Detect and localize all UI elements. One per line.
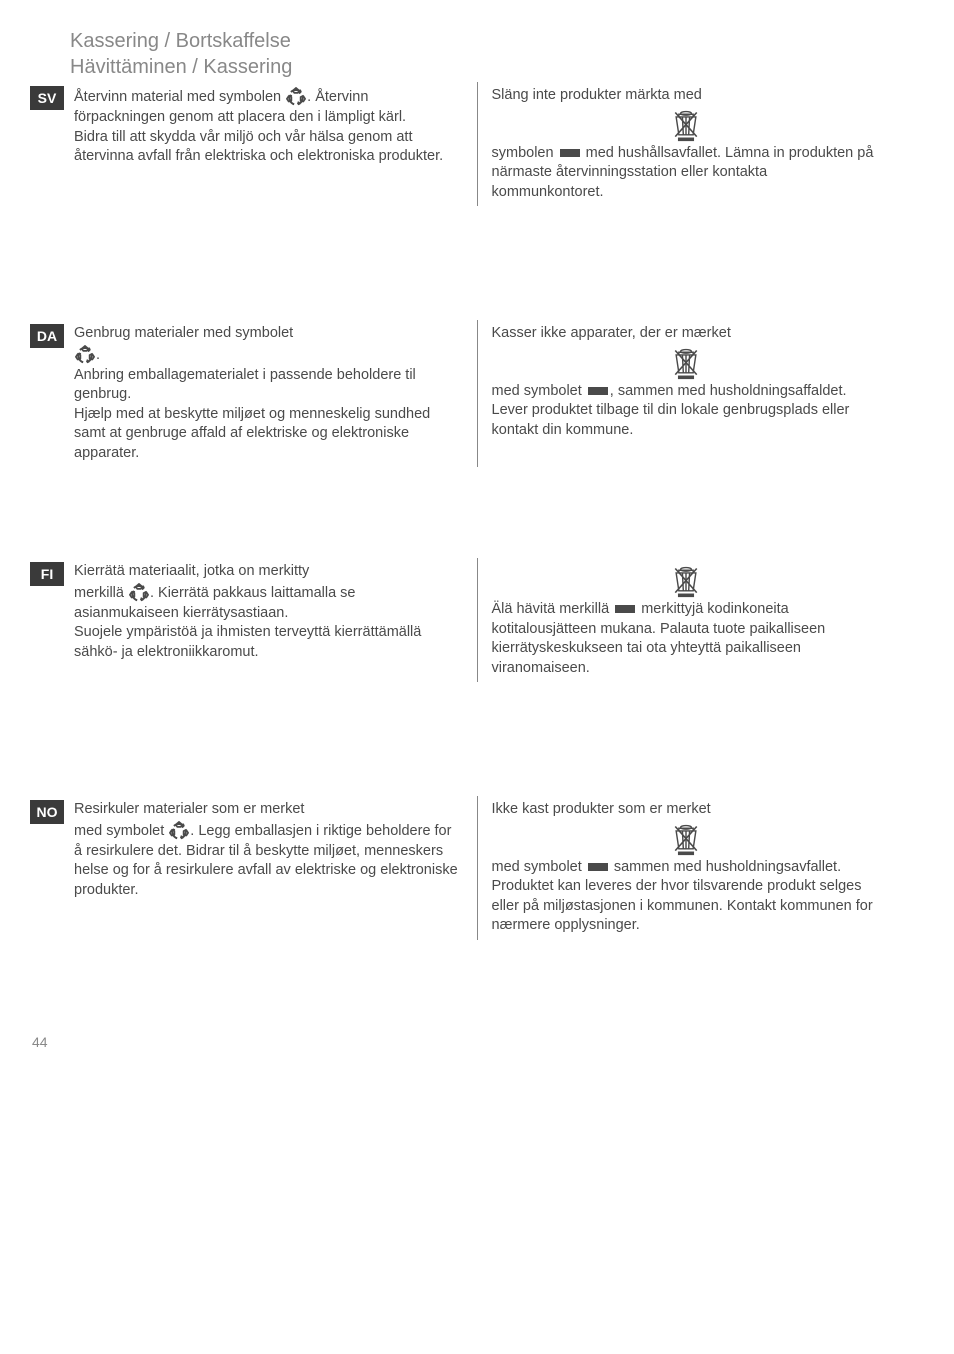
page-title-1: Kassering / Bortskaffelse (70, 30, 894, 53)
no-left-text-a: Resirkuler materialer som er merket (74, 800, 463, 820)
no-left-col: Resirkuler materialer som er merket med … (70, 796, 478, 940)
da-left-text-a: Genbrug materialer med symbolet (74, 324, 463, 344)
fi-right-text-a: Älä hävitä merkillä (492, 601, 614, 617)
da-left-text-b: . (96, 346, 100, 362)
da-left-text-d: Hjælp med at beskytte miljøet og mennesk… (74, 405, 463, 464)
recycle-icon (285, 86, 307, 108)
fi-left-text-d: Suojele ympäristöä ja ihmisten terveyttä… (74, 623, 463, 662)
fi-left-text-a: Kierrätä materiaalit, jotka on merkitty (74, 562, 463, 582)
sv-right-text-a: Släng inte produkter märkta med (492, 86, 881, 106)
weee-bar-icon (560, 149, 580, 157)
weee-bar-icon (588, 387, 608, 395)
section-fi: FI Kierrätä materiaalit, jotka on merkit… (30, 558, 894, 776)
weee-icon (671, 822, 701, 856)
sv-left-text-c: Bidra till att skydda vår miljö och vår … (74, 128, 463, 167)
fi-left-col: Kierrätä materiaalit, jotka on merkitty … (70, 558, 478, 682)
sv-right-col: Släng inte produkter märkta med symbolen… (478, 82, 895, 206)
weee-bar-icon (588, 863, 608, 871)
sv-right-text-b: symbolen (492, 145, 558, 161)
sv-left-text-a: Återvinn material med symbolen (74, 89, 285, 105)
da-right-text-b: med symbolet (492, 383, 586, 399)
lang-tag-da: DA (30, 324, 64, 348)
no-right-col: Ikke kast produkter som er merket med sy… (478, 796, 895, 940)
sv-left-col: Återvinn material med symbolen . Återvin… (70, 82, 478, 206)
lang-tag-no: NO (30, 800, 64, 824)
no-right-text-a: Ikke kast produkter som er merket (492, 800, 881, 820)
fi-right-col: Älä hävitä merkillä merkittyjä kodinkone… (478, 558, 895, 682)
da-right-text-a: Kasser ikke apparater, der er mærket (492, 324, 881, 344)
recycle-icon (128, 582, 150, 604)
page-number: 44 (32, 1034, 894, 1050)
weee-icon (671, 564, 701, 598)
section-da: DA Genbrug materialer med symbolet . Anb… (30, 320, 894, 538)
no-left-text-b: med symbolet (74, 822, 168, 838)
no-right-text-b: med symbolet (492, 859, 586, 875)
recycle-icon (168, 820, 190, 842)
section-sv: SV Återvinn material med symbolen . Åter… (30, 82, 894, 300)
fi-left-text-b: merkillä (74, 584, 128, 600)
da-right-col: Kasser ikke apparater, der er mærket med… (478, 320, 895, 467)
weee-icon (671, 108, 701, 142)
weee-icon (671, 346, 701, 380)
lang-tag-sv: SV (30, 86, 64, 110)
section-no: NO Resirkuler materialer som er merket m… (30, 796, 894, 1014)
da-left-text-c: Anbring emballagematerialet i passende b… (74, 366, 463, 405)
lang-tag-fi: FI (30, 562, 64, 586)
page-title-2: Hävittäminen / Kassering (70, 56, 894, 79)
weee-bar-icon (615, 605, 635, 613)
da-left-col: Genbrug materialer med symbolet . Anbrin… (70, 320, 478, 467)
recycle-icon (74, 344, 96, 366)
